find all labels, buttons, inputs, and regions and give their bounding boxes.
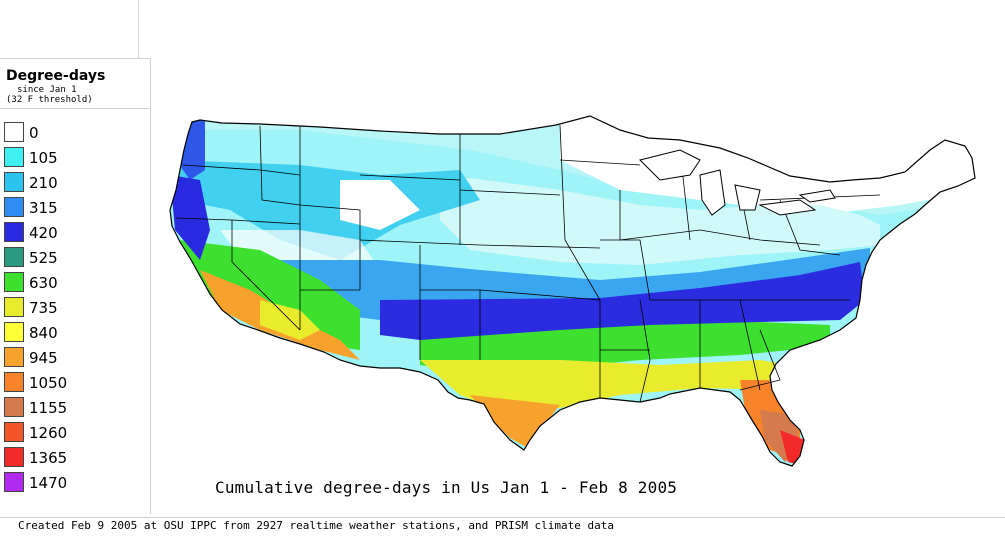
- legend-item-525: 525: [4, 247, 144, 269]
- legend-swatch: [4, 472, 24, 492]
- degree-day-map: [169, 115, 976, 467]
- legend-panel: Degree-days since Jan 1 (32 F threshold)…: [0, 58, 151, 514]
- legend-label: 840: [29, 324, 58, 342]
- legend-swatch: [4, 272, 24, 292]
- legend-label: 735: [29, 299, 58, 317]
- legend-label: 1260: [29, 424, 68, 442]
- legend-title: Degree-days: [6, 68, 106, 84]
- legend-item-105: 105: [4, 147, 144, 169]
- legend-subtitle-2: (32 F threshold): [6, 95, 93, 105]
- legend-label: 1365: [29, 449, 68, 467]
- legend-divider: [0, 108, 150, 109]
- legend-label: 945: [29, 349, 58, 367]
- legend-label: 210: [29, 174, 58, 192]
- map-fill: [170, 116, 975, 466]
- legend-swatch: [4, 397, 24, 417]
- map-title: Cumulative degree-days in Us Jan 1 - Feb…: [215, 478, 678, 497]
- legend-label: 630: [29, 274, 58, 292]
- legend-item-210: 210: [4, 172, 144, 194]
- legend-item-1365: 1365: [4, 447, 144, 469]
- legend-subtitle-1: since Jan 1: [17, 85, 77, 95]
- legend-item-630: 630: [4, 272, 144, 294]
- legend-swatch: [4, 322, 24, 342]
- legend-swatch: [4, 422, 24, 442]
- legend-swatch: [4, 172, 24, 192]
- legend-label: 1050: [29, 374, 68, 392]
- state-borders: [175, 124, 881, 403]
- us-outline: [169, 115, 976, 467]
- legend-swatch: [4, 372, 24, 392]
- legend-label: 105: [29, 149, 58, 167]
- footer-divider: [0, 517, 1005, 518]
- legend-label: 1155: [29, 399, 68, 417]
- legend-swatch: [4, 297, 24, 317]
- legend-item-1155: 1155: [4, 397, 144, 419]
- legend-item-840: 840: [4, 322, 144, 344]
- top-divider: [138, 0, 139, 58]
- legend-item-945: 945: [4, 347, 144, 369]
- legend-item-1470: 1470: [4, 472, 144, 494]
- legend-swatch: [4, 197, 24, 217]
- legend-item-735: 735: [4, 297, 144, 319]
- legend-swatch: [4, 222, 24, 242]
- legend-label: 315: [29, 199, 58, 217]
- legend-item-0: 0: [4, 122, 144, 144]
- legend-swatch: [4, 347, 24, 367]
- legend-swatch: [4, 447, 24, 467]
- footer-credit: Created Feb 9 2005 at OSU IPPC from 2927…: [18, 519, 615, 532]
- legend-swatch: [4, 247, 24, 267]
- legend-swatch: [4, 122, 24, 142]
- legend-item-315: 315: [4, 197, 144, 219]
- legend-item-1050: 1050: [4, 372, 144, 394]
- great-lakes: [639, 149, 836, 216]
- legend-item-420: 420: [4, 222, 144, 244]
- legend-label: 1470: [29, 474, 68, 492]
- legend-item-1260: 1260: [4, 422, 144, 444]
- legend-label: 420: [29, 224, 58, 242]
- legend-label: 0: [29, 124, 39, 142]
- legend-swatch: [4, 147, 24, 167]
- legend-label: 525: [29, 249, 58, 267]
